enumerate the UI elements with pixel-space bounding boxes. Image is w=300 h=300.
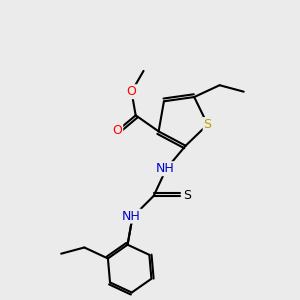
Text: NH: NH [122,210,141,223]
Text: S: S [183,189,191,203]
Text: O: O [127,85,136,98]
Text: S: S [204,118,212,131]
Text: O: O [112,124,122,137]
Text: NH: NH [156,162,175,175]
